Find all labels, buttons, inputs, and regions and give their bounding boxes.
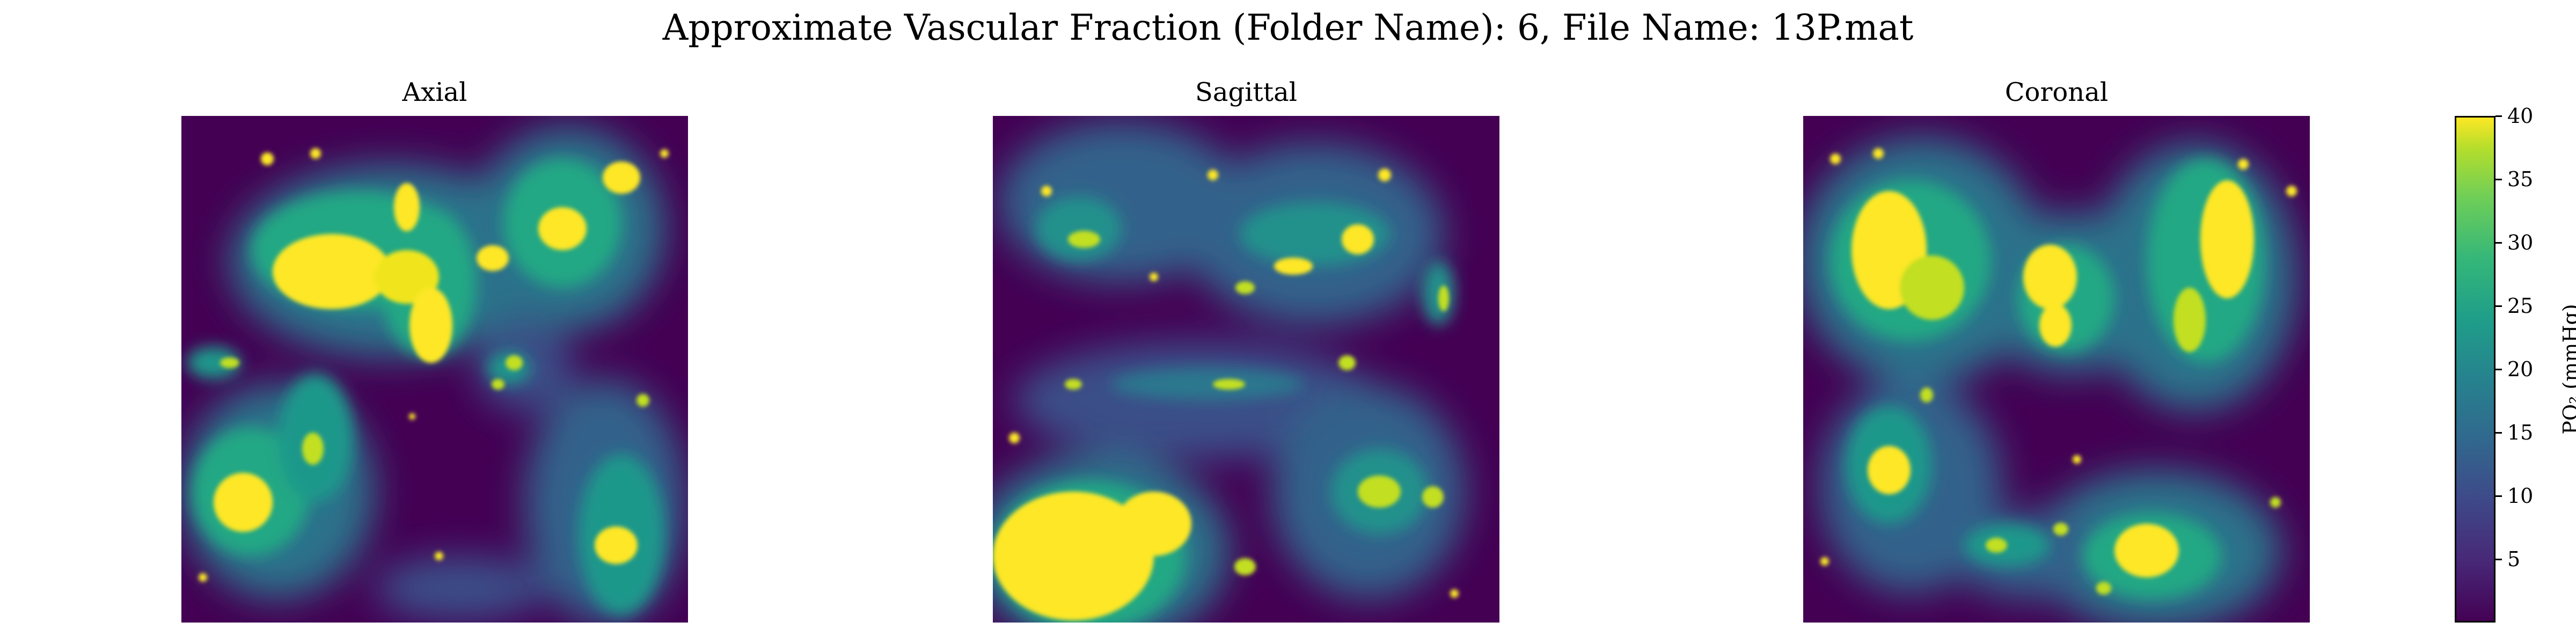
colorbar-tick-mark bbox=[2496, 495, 2502, 497]
heatmap-axial-svg bbox=[181, 116, 688, 623]
heatmap-sagittal bbox=[993, 116, 1499, 623]
colorbar-tick-label: 30 bbox=[2507, 231, 2534, 254]
colorbar-tick-label: 40 bbox=[2507, 104, 2534, 128]
colorbar-label: PO₂ (mmHg) bbox=[2559, 304, 2576, 435]
figure-title: Approximate Vascular Fraction (Folder Na… bbox=[662, 7, 1914, 48]
heatmap-coronal-svg bbox=[1803, 116, 2310, 623]
colorbar-tick-mark bbox=[2496, 559, 2502, 560]
heatmap-core-layer bbox=[1820, 148, 2297, 595]
colorbar-tick-label: 25 bbox=[2507, 294, 2534, 318]
colorbar-tick-label: 15 bbox=[2507, 421, 2534, 444]
colorbar-tick-label: 20 bbox=[2507, 357, 2534, 381]
colorbar-tick-label: 35 bbox=[2507, 167, 2534, 191]
colorbar-tick-label: 5 bbox=[2507, 547, 2521, 571]
heatmap-coronal bbox=[1803, 116, 2310, 623]
colorbar-tick-mark bbox=[2496, 242, 2502, 244]
colorbar bbox=[2455, 116, 2496, 623]
heatmap-axial bbox=[181, 116, 688, 623]
colorbar-ticks: 5 10 15 20 25 30 35 40 bbox=[2455, 105, 2541, 623]
colorbar-tick-mark bbox=[2496, 432, 2502, 434]
colorbar-tick-mark bbox=[2496, 179, 2502, 180]
panel-title-coronal: Coronal bbox=[2004, 77, 2109, 107]
panel-title-sagittal: Sagittal bbox=[1195, 77, 1298, 107]
panel-title-axial: Axial bbox=[402, 77, 467, 107]
colorbar-tick-mark bbox=[2496, 115, 2502, 117]
colorbar-tick-mark bbox=[2496, 369, 2502, 370]
colorbar-tick-mark bbox=[2496, 305, 2502, 307]
colorbar-tick-label: 10 bbox=[2507, 484, 2534, 508]
heatmap-sagittal-svg bbox=[993, 116, 1499, 623]
heatmap-core-layer bbox=[993, 169, 1459, 620]
heatmap-core-layer bbox=[199, 148, 669, 582]
